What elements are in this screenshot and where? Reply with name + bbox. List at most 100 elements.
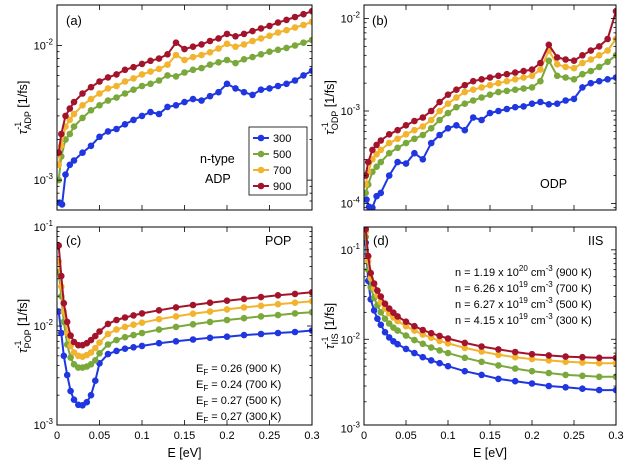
data-point-300 (444, 362, 452, 370)
data-point-500 (419, 131, 427, 139)
y-tick-label: 10-3 (34, 417, 54, 432)
data-point-500 (92, 357, 99, 364)
data-point-300 (427, 139, 435, 147)
data-point-300 (96, 133, 103, 141)
data-point-500 (411, 135, 418, 143)
data-point-700 (138, 319, 146, 327)
data-point-300 (130, 344, 137, 351)
data-point-900 (172, 304, 180, 311)
data-point-300 (419, 156, 427, 163)
data-point-300 (604, 76, 611, 83)
data-point-700 (444, 100, 452, 107)
data-point-900 (62, 112, 69, 120)
data-point-900 (453, 86, 460, 93)
data-point-500 (402, 139, 410, 147)
data-point-300 (461, 126, 469, 134)
data-point-700 (232, 43, 239, 50)
data-point-900 (503, 70, 511, 78)
data-point-500 (402, 332, 410, 339)
data-point-900 (223, 297, 231, 305)
data-point-700 (240, 304, 248, 311)
data-point-300 (444, 125, 452, 132)
data-point-700 (96, 339, 103, 346)
data-point-900 (130, 312, 137, 319)
data-point-900 (274, 19, 282, 26)
data-point-500 (104, 341, 112, 348)
data-point-900 (411, 322, 418, 330)
series-line-700 (364, 231, 616, 365)
data-point-300 (147, 108, 154, 116)
data-point-700 (478, 348, 485, 355)
data-point-900 (155, 55, 163, 62)
data-point-700 (172, 313, 180, 320)
data-point-500 (511, 86, 519, 93)
data-point-900 (58, 272, 65, 280)
data-point-300 (419, 353, 427, 361)
data-point-300 (70, 157, 78, 164)
data-point-900 (364, 252, 372, 260)
data-point-300 (595, 386, 603, 394)
data-point-500 (364, 189, 369, 197)
data-point-700 (511, 353, 519, 361)
x-axis-label: E [eV] (167, 446, 201, 460)
y-tick-label: 10-1 (34, 219, 54, 234)
data-point-900 (113, 316, 120, 324)
carrier-density-annotation: n = 4.15 x 1019 cm-3 (300 K) (455, 312, 592, 327)
data-point-500 (232, 59, 239, 67)
data-point-500 (96, 102, 103, 109)
data-point-700 (66, 116, 74, 124)
data-point-300 (87, 391, 95, 399)
data-point-900 (402, 318, 410, 326)
data-point-300 (511, 377, 519, 385)
data-point-300 (57, 308, 62, 315)
data-point-300 (520, 103, 527, 110)
data-point-500 (528, 367, 536, 375)
data-point-500 (520, 85, 527, 92)
data-point-300 (595, 77, 603, 85)
data-point-500 (300, 39, 307, 46)
data-point-700 (595, 52, 603, 59)
data-point-500 (444, 349, 452, 357)
data-point-500 (570, 76, 578, 83)
data-point-500 (436, 347, 443, 354)
data-point-900 (436, 332, 443, 340)
data-point-900 (300, 10, 307, 18)
data-point-700 (427, 116, 435, 124)
data-point-500 (579, 70, 586, 78)
data-point-700 (92, 344, 99, 352)
data-point-500 (411, 336, 418, 344)
legend-entry-label: 700 (273, 165, 291, 177)
data-point-300 (553, 100, 561, 107)
data-point-900 (587, 47, 595, 54)
data-point-900 (520, 67, 527, 75)
data-point-700 (411, 126, 418, 134)
data-point-900 (444, 91, 452, 98)
data-point-700 (138, 71, 146, 78)
data-point-500 (427, 125, 435, 132)
data-point-500 (249, 53, 256, 61)
data-point-700 (612, 359, 616, 367)
data-point-300 (537, 98, 544, 106)
y-tick-label: 10-2 (341, 11, 361, 26)
data-point-500 (308, 308, 312, 316)
data-point-700 (257, 35, 265, 42)
data-point-300 (381, 328, 389, 336)
data-point-500 (394, 327, 401, 334)
data-point-300 (83, 398, 91, 406)
data-point-300 (155, 110, 163, 118)
data-point-700 (87, 349, 95, 356)
data-point-500 (155, 77, 163, 84)
data-point-500 (266, 48, 273, 55)
x-tick-label: 0.3 (304, 430, 319, 442)
data-point-300 (232, 85, 239, 92)
data-point-500 (172, 323, 180, 331)
data-point-500 (528, 84, 536, 91)
data-point-700 (172, 51, 180, 59)
data-point-900 (223, 30, 231, 38)
data-point-300 (60, 352, 68, 360)
legend-swatch-marker (257, 134, 265, 142)
y-axis-label: τ-1IIS [1/fs] (320, 303, 340, 349)
data-point-300 (436, 131, 443, 139)
y-axis-label: τ-1ODP [1/fs] (320, 80, 340, 135)
panel-label: (a) (66, 13, 82, 28)
